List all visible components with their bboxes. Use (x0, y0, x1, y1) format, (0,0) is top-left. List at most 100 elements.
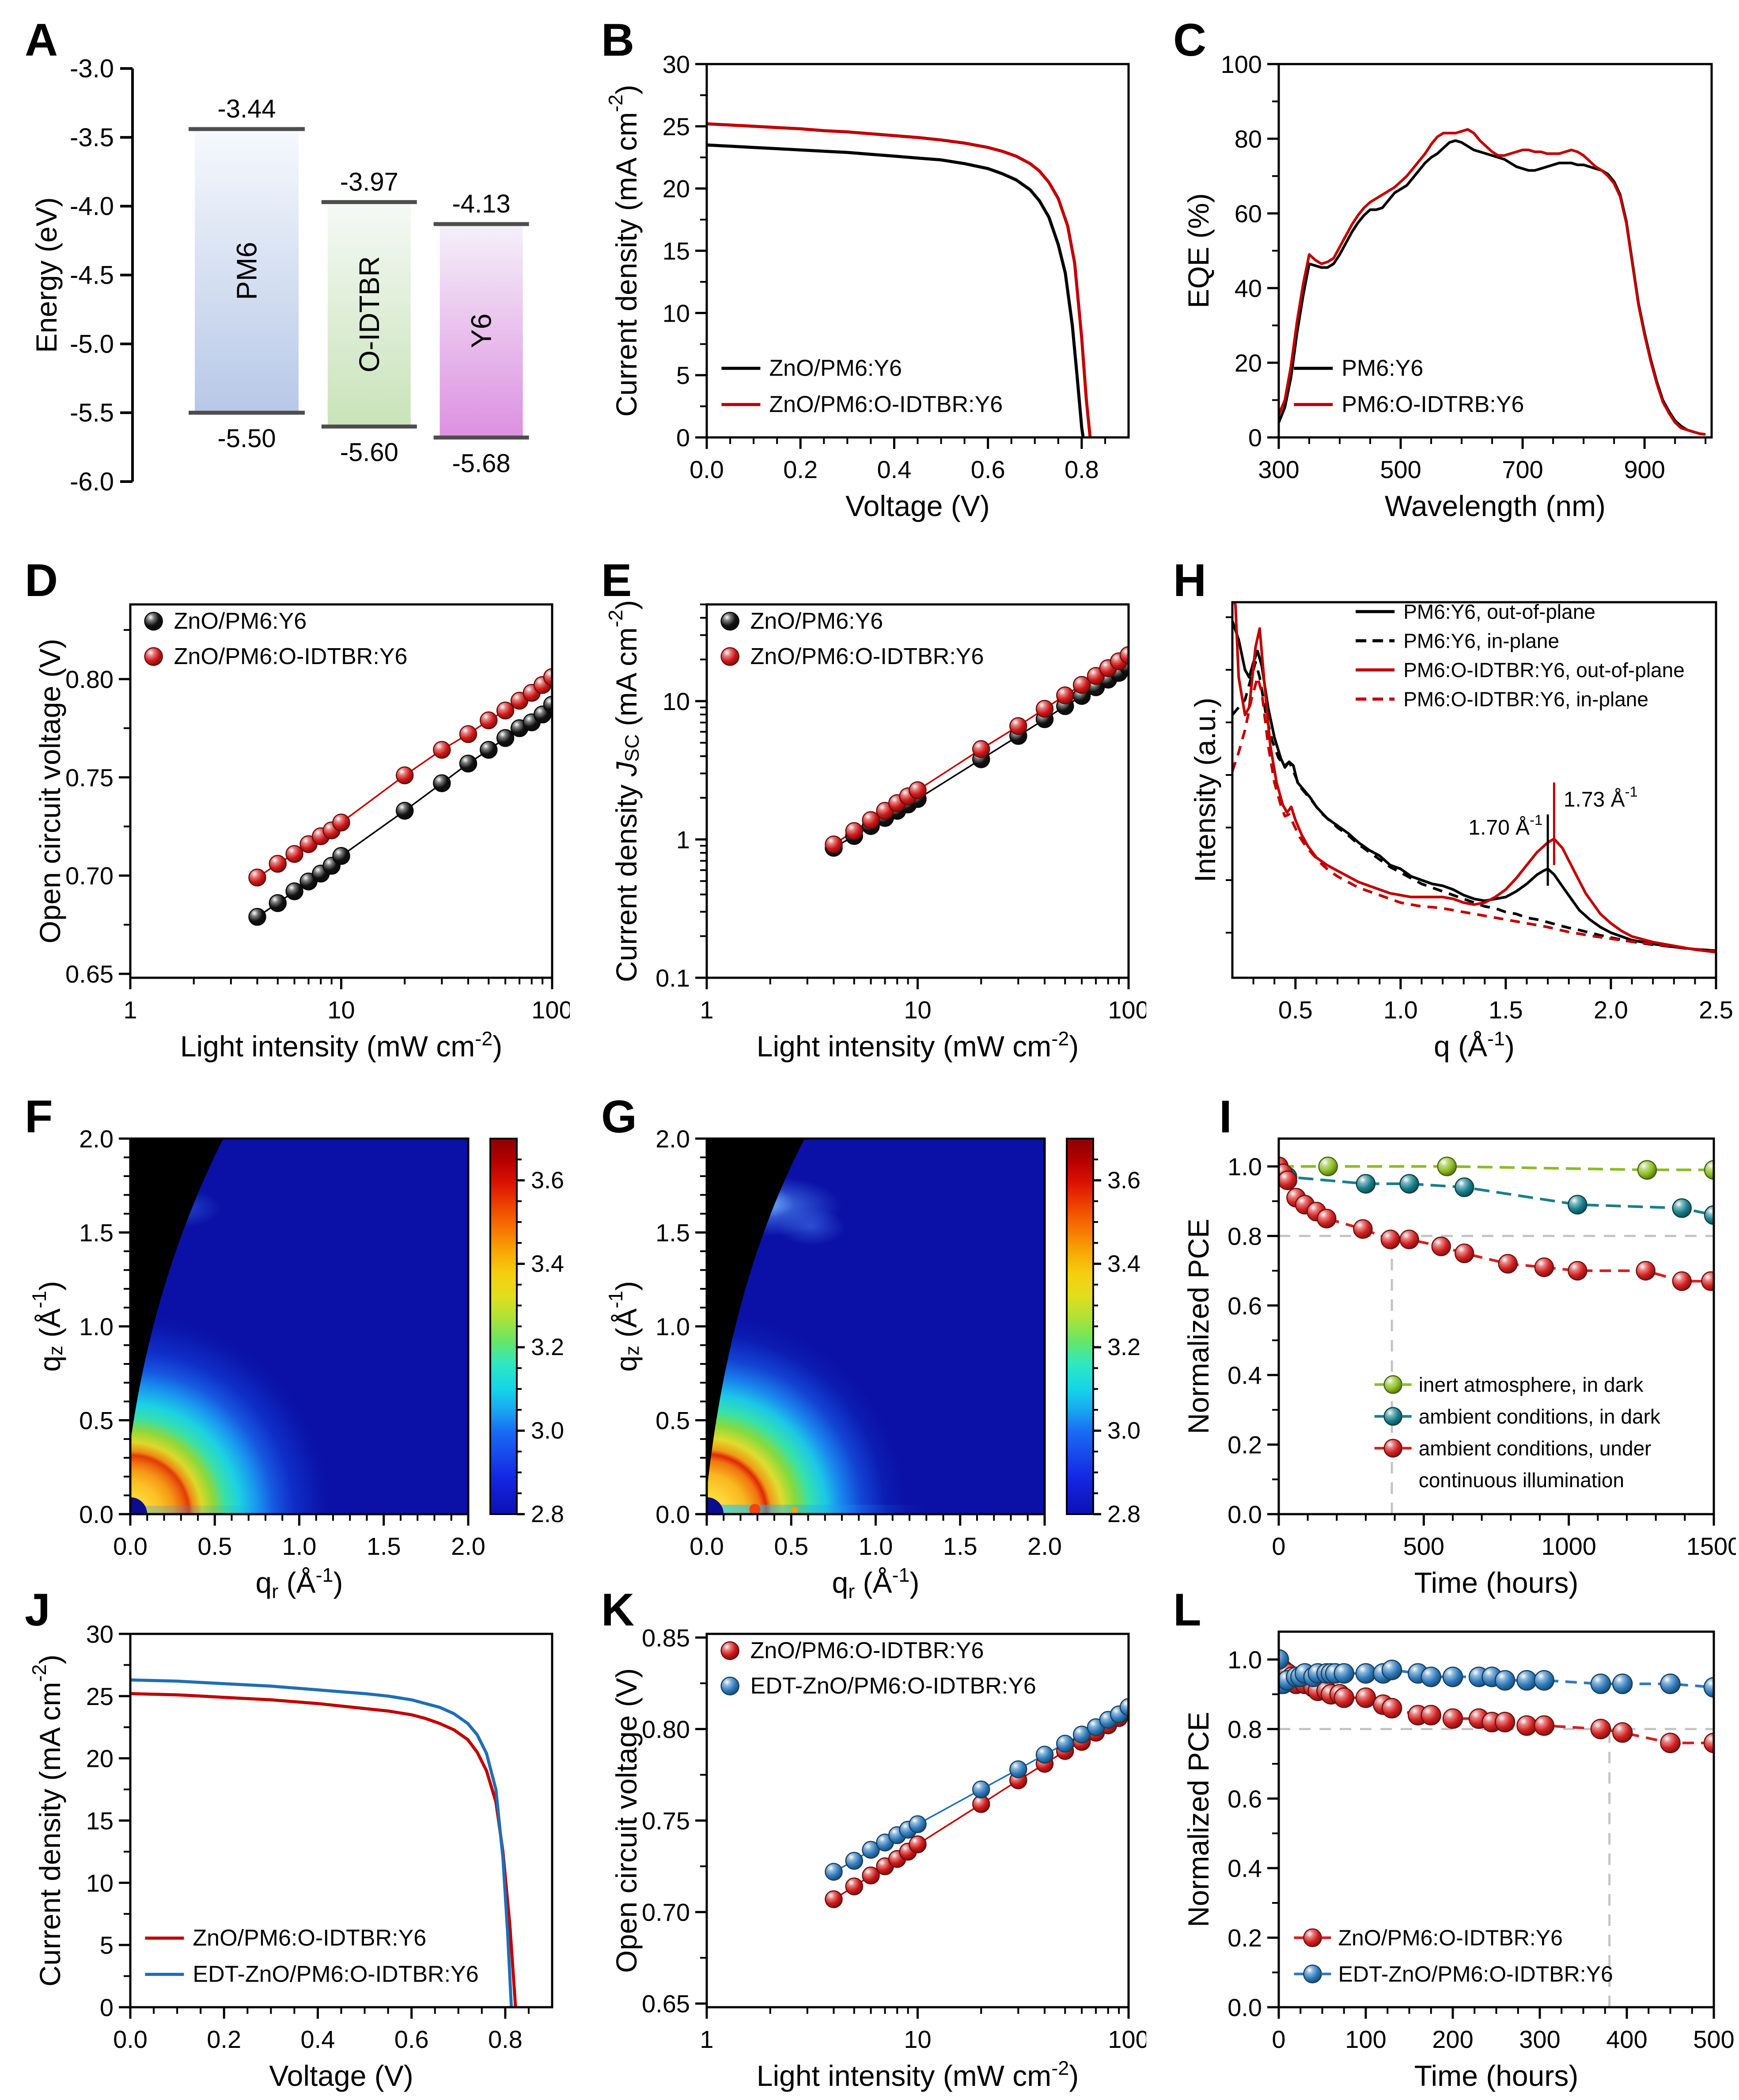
chart-eqe: 300 500 700 900 0 20 40 60 80 100 Wavelength (nm) E… (1166, 11, 1736, 528)
panel-a-energy-levels: A -3.0 -3.5 -4.0 -4.5 -5.0 -5.5 -6.0 Energy (eV)… (18, 11, 570, 528)
svg-text:1.70 Å-1: 1.70 Å-1 (1468, 811, 1542, 839)
svg-text:0.75: 0.75 (642, 1807, 690, 1834)
svg-text:0: 0 (1272, 1532, 1285, 1560)
chart-voc-light-intensity-edt: 1 10 100 0.65 0.70 0.75 0.80 0.85 Light intensit… (594, 1581, 1149, 2098)
svg-text:0.6: 0.6 (971, 456, 1005, 483)
svg-text:1.0: 1.0 (655, 1313, 690, 1341)
svg-text:0.5: 0.5 (197, 1532, 232, 1560)
svg-text:0.80: 0.80 (642, 1715, 690, 1743)
chart-giwaxs-map-2: 0.0 0.5 1.0 1.5 2.0 0.0 0.5 1.0 1.5 2.0 qr (Å-1) qz… (594, 1088, 1146, 1605)
svg-text:60: 60 (1235, 200, 1262, 228)
svg-text:1: 1 (123, 996, 137, 1024)
svg-text:1.0: 1.0 (1228, 1152, 1262, 1180)
chart-energy-levels: -3.0 -3.5 -4.0 -4.5 -5.0 -5.5 -6.0 Energy (eV) -… (18, 11, 570, 528)
svg-text:Wavelength (nm): Wavelength (nm) (1385, 490, 1606, 522)
svg-text:0.8: 0.8 (1065, 456, 1099, 483)
svg-text:0.65: 0.65 (65, 960, 114, 988)
svg-text:-3.0: -3.0 (70, 54, 114, 83)
svg-text:3.2: 3.2 (1107, 1334, 1140, 1360)
svg-text:-4.0: -4.0 (70, 192, 114, 220)
svg-text:0.0: 0.0 (1228, 1500, 1262, 1528)
svg-text:0.4: 0.4 (1228, 1854, 1262, 1882)
panel-letter-i: I (1219, 1091, 1232, 1143)
svg-text:500: 500 (1380, 456, 1421, 483)
svg-text:q (Å-1): q (Å-1) (1434, 1027, 1515, 1063)
svg-text:Voltage (V): Voltage (V) (269, 2059, 413, 2092)
svg-text:5: 5 (100, 1931, 114, 1959)
svg-text:25: 25 (86, 1682, 114, 1710)
panel-e-jsc-intensity: E 1 10 100 0.1 1 10 Light intensity (mW cm-2) Cu… (594, 551, 1149, 1068)
svg-text:1.0: 1.0 (1383, 996, 1418, 1024)
svg-text:Time (hours): Time (hours) (1414, 2059, 1579, 2092)
svg-text:10: 10 (904, 2025, 931, 2053)
svg-text:2.0: 2.0 (451, 1532, 485, 1560)
panel-f-giwaxs-map-pm6y6: F 0.0 0.5 1.0 1.5 2.0 0.0 0.5 1.0 1.5 2.0 qr (Å-1) q… (18, 1088, 570, 1605)
panel-letter-c: C (1173, 15, 1207, 66)
svg-text:PM6:Y6, in-plane: PM6:Y6, in-plane (1403, 629, 1559, 652)
svg-text:continuous illumination: continuous illumination (1419, 1469, 1624, 1492)
svg-text:1.5: 1.5 (655, 1219, 690, 1246)
panel-j-jv-edt: J 0.0 0.2 0.4 0.6 0.8 0 5 10 15 20 25 30 Voltage (V) C… (18, 1581, 570, 2098)
panel-i-stability-1500h: I 0 500 1000 1500 0.0 0.2 0.4 0.6 0.8 1.0 Time (hou… (1166, 1088, 1739, 1605)
svg-text:Light intensity (mW cm-2): Light intensity (mW cm-2) (757, 1027, 1079, 1063)
svg-text:2.0: 2.0 (655, 1125, 690, 1153)
chart-voc-light-intensity: 1 10 100 0.65 0.70 0.75 0.80 Light intensity (m… (18, 551, 573, 1068)
svg-text:200: 200 (1432, 2025, 1473, 2053)
panel-k-voc-intensity-edt: K 1 10 100 0.65 0.70 0.75 0.80 0.85 Light intensi… (594, 1581, 1149, 2098)
chart-stability-1500h: 0 500 1000 1500 0.0 0.2 0.4 0.6 0.8 1.0 Time (hour… (1166, 1088, 1739, 1605)
svg-text:0.2: 0.2 (1228, 1924, 1262, 1952)
svg-text:-6.0: -6.0 (70, 467, 114, 496)
svg-text:-5.0: -5.0 (70, 330, 114, 358)
svg-text:PM6:O-IDTBR:Y6, in-plane: PM6:O-IDTBR:Y6, in-plane (1403, 687, 1648, 710)
svg-text:0.70: 0.70 (65, 862, 114, 889)
svg-text:0.6: 0.6 (394, 2025, 429, 2053)
svg-text:0.8: 0.8 (1228, 1222, 1262, 1250)
svg-text:0.8: 0.8 (1228, 1715, 1262, 1743)
svg-text:0: 0 (676, 424, 690, 452)
svg-text:0.75: 0.75 (65, 763, 114, 791)
svg-text:ZnO/PM6:O-IDTBR:Y6: ZnO/PM6:O-IDTBR:Y6 (1338, 1925, 1562, 1950)
svg-text:0.0: 0.0 (113, 2025, 148, 2053)
panel-letter-k: K (601, 1584, 635, 1636)
svg-text:100: 100 (1221, 50, 1262, 78)
svg-text:0.0: 0.0 (1228, 1994, 1262, 2021)
chart-jv-edt-zno: 0.0 0.2 0.4 0.6 0.8 0 5 10 15 20 25 30 Voltage (V) Cu… (18, 1581, 570, 2098)
svg-text:100: 100 (1108, 2025, 1146, 2053)
svg-text:ZnO/PM6:O-IDTBR:Y6: ZnO/PM6:O-IDTBR:Y6 (750, 644, 984, 669)
svg-text:500: 500 (1693, 2025, 1734, 2053)
svg-text:0.4: 0.4 (301, 2025, 335, 2053)
panel-letter-j: J (25, 1584, 50, 1636)
svg-text:1.0: 1.0 (1228, 1645, 1262, 1673)
svg-text:0.0: 0.0 (690, 1532, 724, 1560)
svg-text:qz (Å-1): qz (Å-1) (27, 1281, 66, 1371)
svg-text:Y6: Y6 (466, 314, 497, 348)
svg-text:900: 900 (1624, 456, 1665, 483)
svg-text:1.5: 1.5 (943, 1532, 977, 1560)
svg-text:80: 80 (1235, 125, 1262, 153)
svg-text:10: 10 (663, 299, 690, 327)
svg-text:0.85: 0.85 (642, 1624, 690, 1652)
svg-text:20: 20 (86, 1744, 114, 1772)
svg-text:3.4: 3.4 (1107, 1250, 1140, 1277)
panel-h-giwaxs-linecuts: H 0.5 1.0 1.5 2.0 2.5 q (Å-1) Intensity (a.u.) 1… (1166, 551, 1736, 1068)
svg-text:ZnO/PM6:O-IDTBR:Y6: ZnO/PM6:O-IDTBR:Y6 (174, 644, 408, 669)
svg-text:0.65: 0.65 (642, 1990, 690, 2017)
svg-text:5: 5 (676, 361, 690, 389)
svg-text:0.80: 0.80 (65, 665, 114, 693)
svg-text:Current density (mA cm-2): Current density (mA cm-2) (604, 85, 643, 417)
svg-text:0.0: 0.0 (655, 1500, 690, 1528)
svg-text:2.8: 2.8 (1107, 1501, 1140, 1527)
chart-jsc-light-intensity: 1 10 100 0.1 1 10 Light intensity (mW cm-2) Cur… (594, 551, 1149, 1068)
svg-text:500: 500 (1403, 1532, 1444, 1560)
svg-text:2.0: 2.0 (79, 1125, 114, 1153)
svg-text:0.2: 0.2 (1228, 1431, 1262, 1458)
svg-text:1500: 1500 (1686, 1532, 1736, 1560)
svg-text:qz (Å-1): qz (Å-1) (604, 1281, 643, 1371)
svg-text:0.70: 0.70 (642, 1898, 690, 1926)
panel-l-stability-500h: L 0 100 200 300 400 500 0.0 0.2 0.4 0.6 0.8 1.0 Time … (1166, 1581, 1736, 2098)
svg-text:-3.5: -3.5 (70, 123, 114, 152)
panel-g-giwaxs-map-ternary: G 0.0 0.5 1.0 1.5 2.0 0.0 0.5 1.0 1.5 2.0 qr (Å-1) q… (594, 1088, 1146, 1605)
svg-text:400: 400 (1606, 2025, 1647, 2053)
svg-text:-4.5: -4.5 (70, 261, 114, 289)
panel-letter-f: F (25, 1091, 53, 1143)
